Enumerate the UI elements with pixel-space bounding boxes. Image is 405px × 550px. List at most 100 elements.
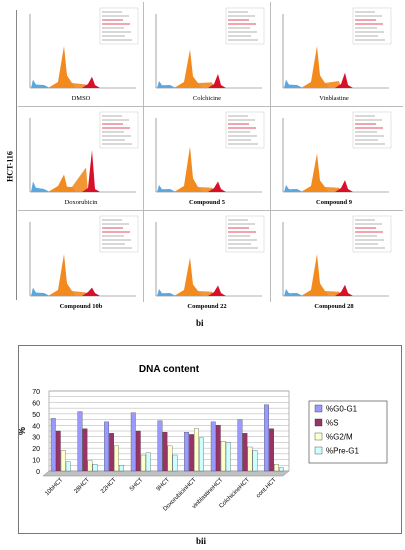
x-tick-label: 22HCT (100, 477, 118, 495)
histogram-cell: Colchicine (146, 4, 268, 106)
bar (199, 437, 204, 472)
histogram-cell: Compound 5 (146, 108, 268, 210)
legend-label: %G2/M (326, 433, 353, 442)
g0-g1-peak (174, 257, 202, 296)
g2-m-peak (335, 180, 353, 192)
stats-box (99, 215, 139, 253)
histogram-plot (155, 7, 265, 89)
legend-swatch (314, 446, 323, 455)
histogram-cell: Compound 9 (273, 108, 395, 210)
histogram-cell: Vinblastine (273, 4, 395, 106)
s-phase-region (72, 167, 88, 192)
histogram-label: DMSO (71, 95, 91, 102)
bar (242, 433, 248, 472)
bar (189, 434, 194, 472)
histogram-plot (282, 215, 392, 297)
x-tick-label: 9HCT (156, 477, 172, 493)
bar (60, 450, 66, 472)
bar (264, 404, 269, 472)
g0-g1-peak (174, 146, 202, 192)
g2-m-peak (335, 284, 353, 296)
g2-m-peak (208, 74, 226, 88)
stats-box (352, 215, 392, 253)
side-divider (16, 10, 17, 300)
pre-g1-peak (157, 185, 176, 192)
legend-label: %G0-G1 (326, 405, 358, 414)
bar (172, 454, 178, 472)
panel-bi: HCT-116 DMSO Colchicine Vinblastine Doxorub… (5, 2, 403, 328)
histogram-plot (282, 111, 392, 193)
bar (210, 421, 216, 472)
pre-g1-peak (31, 287, 50, 296)
histogram-label: Compound 5 (189, 199, 225, 206)
legend-swatch (314, 432, 323, 441)
pre-g1-peak (284, 79, 303, 88)
panel-bii-label: bii (196, 536, 207, 546)
legend-label: %S (326, 419, 338, 428)
histogram-plot (282, 7, 392, 89)
bar (215, 425, 221, 472)
histogram-cell: DMSO (20, 4, 142, 106)
pre-g1-peak (284, 289, 303, 296)
g2-m-peak (82, 287, 100, 296)
x-tick-label: 5HCT (129, 477, 145, 493)
g0-g1-peak (48, 254, 76, 296)
bar (279, 467, 284, 472)
bar (119, 465, 124, 472)
histogram-label: Compound 9 (316, 199, 352, 206)
bar (167, 445, 173, 472)
histogram-plot (29, 111, 139, 193)
histogram-plot (155, 111, 265, 193)
histogram-label: Compound 22 (187, 303, 227, 310)
pre-g1-peak (284, 185, 303, 192)
bar (225, 442, 231, 472)
histogram-plot (29, 7, 139, 89)
stats-box (352, 111, 392, 149)
y-tick-label: 40 (32, 423, 40, 430)
histogram-label: Compound 10b (59, 303, 103, 310)
bar (50, 418, 56, 472)
chart-title: DNA content (139, 364, 200, 375)
y-tick-label: 30 (32, 435, 40, 442)
g2-m-peak (208, 285, 226, 296)
bar (220, 441, 226, 472)
g0-g1-peak (48, 174, 76, 192)
plot-floor (42, 470, 290, 477)
bar (135, 430, 141, 472)
bar (104, 421, 109, 472)
g2-m-peak (82, 150, 100, 192)
bar (82, 428, 88, 472)
bar (109, 433, 114, 472)
histogram-cell: Doxorubicin (20, 108, 142, 210)
y-tick-label: 10 (32, 458, 40, 465)
histogram-cell: Compound 22 (146, 212, 268, 314)
g2-m-peak (208, 181, 226, 192)
pre-g1-peak (31, 181, 50, 192)
y-tick-label: 20 (32, 446, 40, 453)
grid-divider-h2 (18, 210, 403, 211)
g0-g1-peak (301, 254, 329, 296)
y-tick-label: 60 (32, 400, 40, 407)
bar (55, 430, 61, 472)
bar (162, 431, 168, 472)
g0-g1-peak (48, 46, 76, 88)
g2-m-peak (335, 72, 353, 88)
pre-g1-peak (31, 79, 50, 88)
histogram-cell: Compound 10b (20, 212, 142, 314)
y-tick-label: 0 (36, 469, 40, 476)
cell-line-label: HCT-116 (5, 151, 15, 182)
histogram-label: Colchicine (192, 95, 222, 102)
g2-m-peak (82, 76, 100, 88)
histogram-label: Compound 28 (314, 303, 354, 310)
histogram-plot (155, 215, 265, 297)
bar (252, 450, 258, 472)
x-tick-label: cont.HCT (256, 477, 278, 499)
histogram-cell: Compound 28 (273, 212, 395, 314)
bar (194, 428, 199, 472)
bar (77, 411, 83, 472)
bar (184, 431, 189, 472)
bar (65, 461, 71, 472)
histogram-plot (29, 215, 139, 297)
stats-box (352, 7, 392, 45)
grid-divider-h1 (18, 106, 403, 107)
